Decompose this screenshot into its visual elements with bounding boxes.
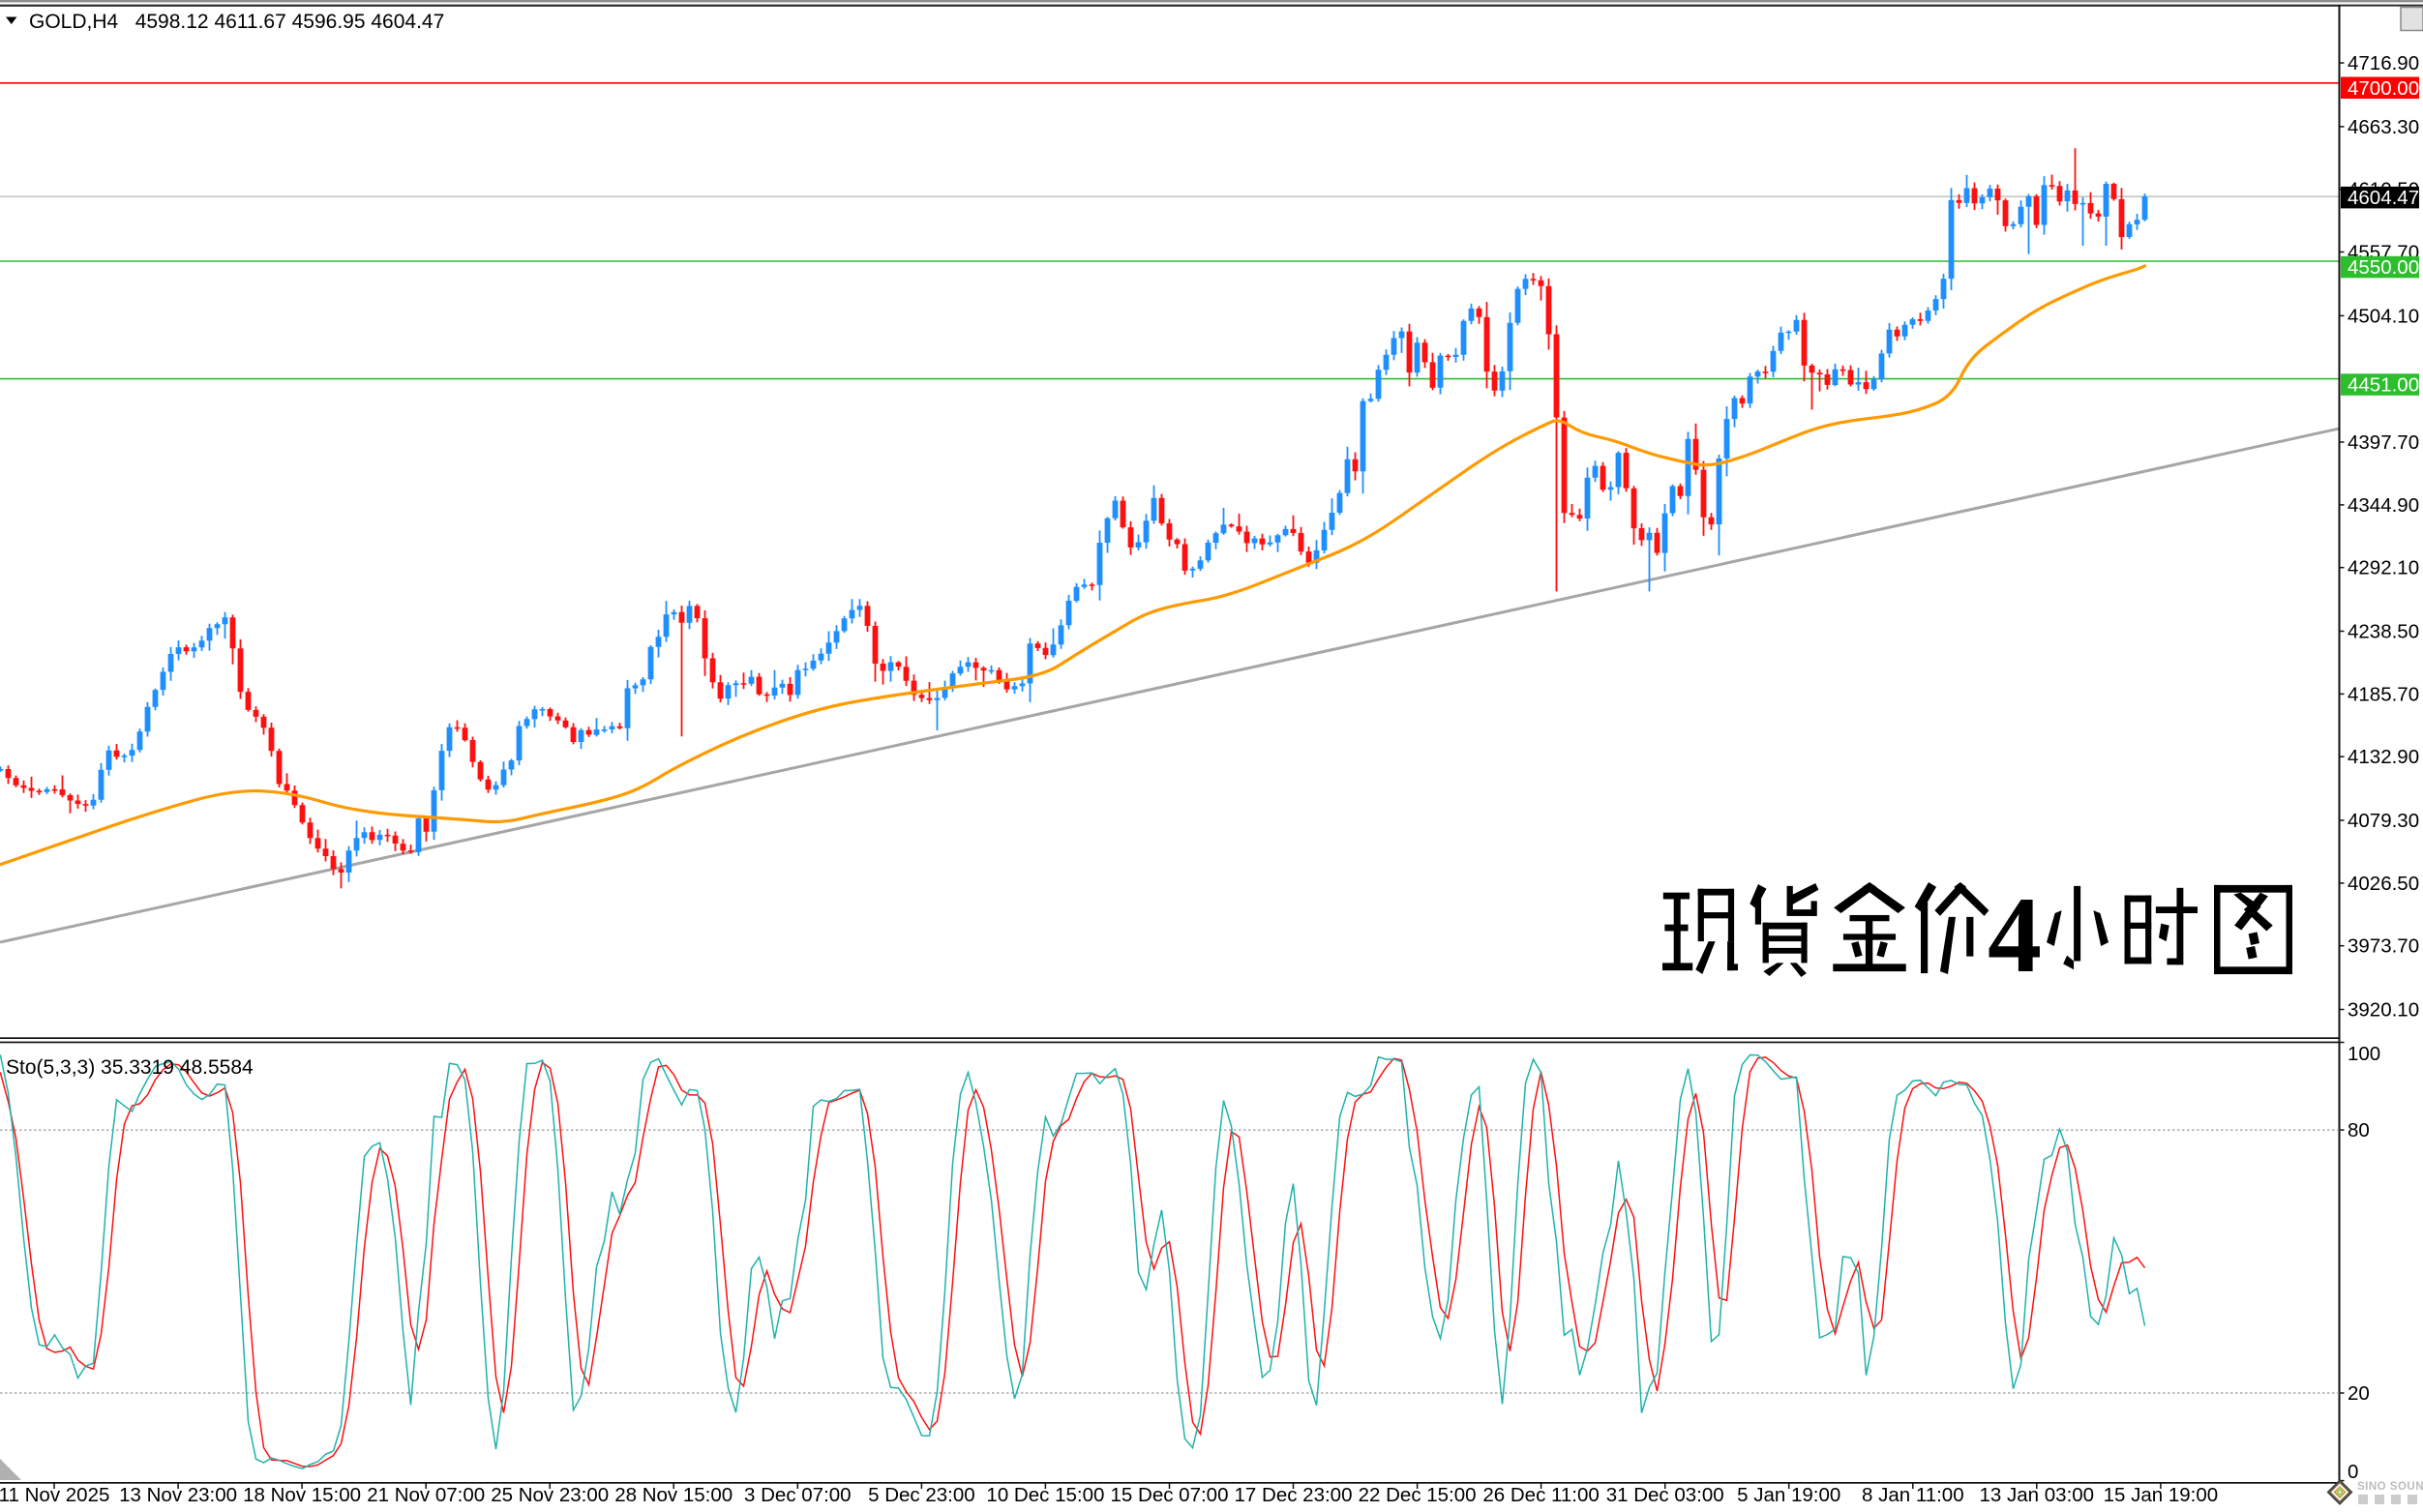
svg-text:4132.90: 4132.90: [2348, 746, 2419, 768]
svg-text:11 Nov 2025: 11 Nov 2025: [0, 1484, 109, 1506]
svg-text:0: 0: [2348, 1461, 2358, 1483]
svg-text:4238.50: 4238.50: [2348, 621, 2419, 643]
svg-text:4292.10: 4292.10: [2348, 557, 2419, 579]
svg-text:13 Jan 03:00: 13 Jan 03:00: [1980, 1484, 2095, 1506]
svg-text:4185.70: 4185.70: [2348, 683, 2419, 705]
svg-text:4079.30: 4079.30: [2348, 810, 2419, 832]
svg-text:4550.00: 4550.00: [2348, 256, 2419, 279]
svg-text:17 Dec 23:00: 17 Dec 23:00: [1235, 1484, 1353, 1506]
svg-text:8 Jan 11:00: 8 Jan 11:00: [1862, 1484, 1964, 1506]
svg-text:25 Nov 23:00: 25 Nov 23:00: [491, 1484, 609, 1506]
svg-text:4504.10: 4504.10: [2348, 305, 2419, 327]
svg-text:20: 20: [2348, 1382, 2370, 1405]
svg-text:5 Jan 19:00: 5 Jan 19:00: [1737, 1484, 1840, 1506]
svg-text:3 Dec 07:00: 3 Dec 07:00: [744, 1484, 852, 1506]
svg-text:22 Dec 15:00: 22 Dec 15:00: [1359, 1484, 1477, 1506]
svg-text:3973.70: 3973.70: [2348, 935, 2419, 958]
svg-text:100: 100: [2348, 1043, 2380, 1065]
svg-text:4663.30: 4663.30: [2348, 116, 2419, 138]
svg-text:15 Dec 07:00: 15 Dec 07:00: [1111, 1484, 1229, 1506]
svg-text:21 Nov 07:00: 21 Nov 07:00: [367, 1484, 485, 1506]
svg-text:31 Dec 03:00: 31 Dec 03:00: [1606, 1484, 1724, 1506]
svg-text:4: 4: [1988, 875, 2042, 995]
svg-text:4397.70: 4397.70: [2348, 431, 2419, 454]
svg-text:3920.10: 3920.10: [2348, 999, 2419, 1022]
svg-text:26 Dec 11:00: 26 Dec 11:00: [1482, 1484, 1599, 1506]
svg-text:15 Jan 19:00: 15 Jan 19:00: [2104, 1484, 2219, 1506]
svg-text:5 Dec 23:00: 5 Dec 23:00: [868, 1484, 975, 1506]
svg-text:4716.90: 4716.90: [2348, 52, 2419, 74]
svg-text:4700.00: 4700.00: [2348, 77, 2419, 100]
svg-text:28 Nov 15:00: 28 Nov 15:00: [614, 1484, 733, 1506]
svg-text:GOLD,H4 4598.12 4611.67 4596: GOLD,H4 4598.12 4611.67 4596.95 4604.47: [29, 11, 444, 33]
svg-text:10 Dec 15:00: 10 Dec 15:00: [986, 1484, 1104, 1506]
svg-text:4344.90: 4344.90: [2348, 494, 2419, 517]
svg-text:4451.00: 4451.00: [2348, 374, 2419, 397]
svg-text:Sto(5,3,3) 35.3319 48.5584: Sto(5,3,3) 35.3319 48.5584: [6, 1056, 254, 1079]
svg-text:SINO SOUND: SINO SOUND: [2357, 1481, 2423, 1493]
svg-text:18 Nov 15:00: 18 Nov 15:00: [243, 1484, 361, 1506]
svg-text:4604.47: 4604.47: [2348, 187, 2419, 209]
svg-text:80: 80: [2348, 1119, 2370, 1141]
svg-text:4026.50: 4026.50: [2348, 873, 2419, 895]
svg-text:13 Nov 23:00: 13 Nov 23:00: [119, 1484, 237, 1506]
